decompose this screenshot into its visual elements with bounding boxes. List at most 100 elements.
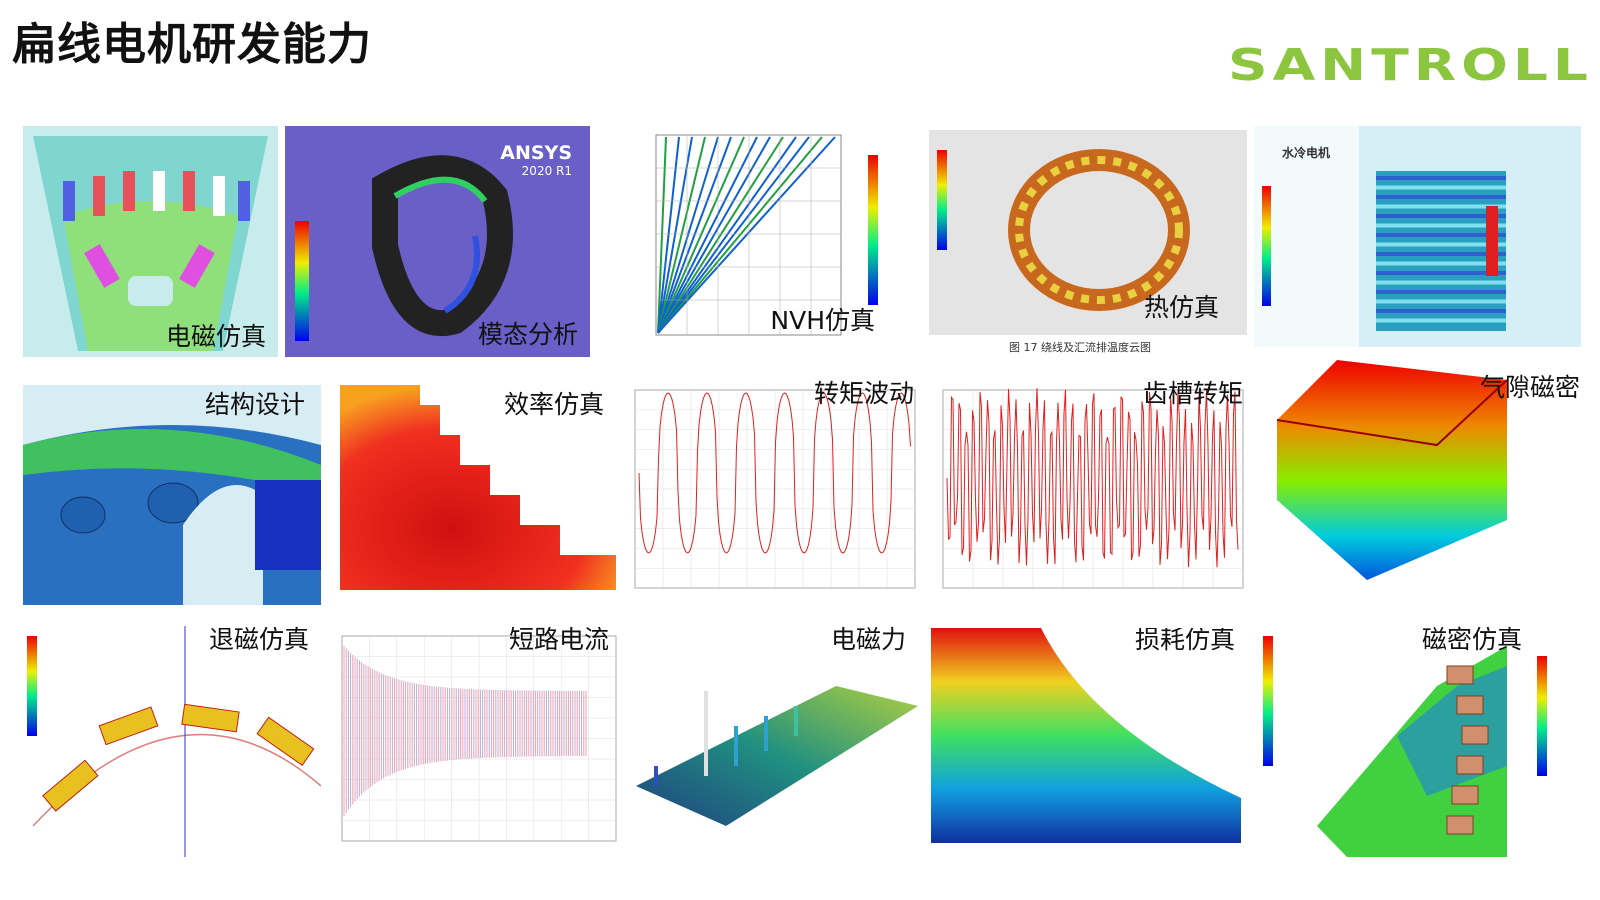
airgap-image: [1276, 360, 1508, 580]
decoration: [657, 136, 836, 334]
tile: 电磁力: [636, 626, 918, 857]
decoration: [1263, 636, 1273, 766]
decoration: [60, 496, 106, 534]
tile-label: 转矩波动: [813, 379, 914, 408]
decoration: [1376, 185, 1506, 190]
decoration: [1376, 242, 1506, 247]
decoration: [179, 244, 215, 288]
short-circuit-image: [341, 635, 617, 842]
slide-title: 扁线电机研发能力: [12, 19, 372, 70]
decoration: [1376, 223, 1506, 228]
em-image: [33, 136, 268, 351]
decoration: [1376, 280, 1506, 285]
tile-label: 热仿真: [1143, 293, 1219, 322]
decoration: [1254, 126, 1359, 347]
decoration: [657, 136, 771, 334]
decoration: [654, 691, 798, 786]
decoration: [1376, 233, 1506, 237]
decoration: [937, 150, 947, 250]
demag-image: [27, 626, 321, 857]
tile: 转矩波动: [621, 378, 918, 603]
tile: 短路电流: [330, 626, 621, 857]
decoration: [1446, 665, 1489, 835]
tile-label: 短路电流: [508, 626, 609, 654]
decoration: [238, 181, 250, 221]
decoration: [1376, 261, 1506, 266]
decoration: [657, 136, 823, 334]
decoration: [181, 703, 240, 733]
decoration: [946, 388, 1239, 568]
decoration: [372, 155, 513, 337]
tile: 气隙磁密: [1267, 350, 1580, 590]
decoration: [98, 706, 159, 746]
decoration: [657, 136, 693, 334]
tile-label: 气隙磁密: [1479, 373, 1580, 402]
decoration: [1461, 725, 1489, 745]
decoration: [153, 171, 225, 216]
decoration: [1376, 252, 1506, 256]
decoration: [636, 686, 918, 826]
decoration: [1376, 214, 1506, 218]
decoration: [657, 136, 719, 334]
decoration: [147, 482, 199, 524]
decoration: [63, 181, 75, 221]
tile: NVH仿真: [626, 130, 903, 359]
tile: 磁密仿真: [1257, 626, 1570, 857]
tile: 效率仿真: [330, 385, 616, 605]
decoration: [1451, 785, 1479, 805]
decoration: [657, 136, 758, 334]
decoration: [213, 176, 225, 216]
decoration: [1537, 656, 1547, 776]
decoration: [1376, 204, 1506, 209]
logo: SANTROLL: [1228, 40, 1593, 91]
cogging-torque-image: [942, 388, 1244, 589]
decoration: [1456, 755, 1484, 775]
water-cooling-image: [1254, 126, 1506, 347]
decoration: [63, 181, 250, 221]
decoration: [1277, 360, 1507, 580]
efficiency-image: [340, 385, 616, 590]
version: 2020 R1: [521, 164, 572, 178]
tile-label: 损耗仿真: [1134, 628, 1235, 654]
decoration: [256, 716, 315, 766]
decoration: [1486, 206, 1498, 276]
decoration: [657, 136, 667, 334]
decoration: [1376, 176, 1506, 180]
decoration: [1376, 309, 1506, 313]
flux-density-image: [1263, 636, 1547, 857]
decoration: [1446, 665, 1474, 685]
tile-label: 效率仿真: [503, 390, 604, 419]
decoration: [23, 385, 321, 445]
tile-label: 模态分析: [477, 320, 578, 349]
decoration: [657, 136, 784, 334]
tile-label: 齿槽转矩: [1142, 379, 1243, 408]
decoration: [27, 636, 37, 736]
tile: 结构设计: [23, 385, 321, 605]
decoration: [153, 171, 165, 211]
decoration: [93, 176, 105, 216]
decoration: [657, 136, 706, 334]
decoration: [42, 703, 315, 812]
decoration: [638, 392, 911, 554]
modal-image: [295, 155, 513, 341]
decoration: [1376, 271, 1506, 275]
tile: ANSYS 2020 R1 模态分析: [285, 126, 590, 357]
tile: 退磁仿真: [23, 626, 321, 857]
decoration: [295, 221, 309, 341]
decoration: [931, 628, 1241, 798]
decoration: [340, 385, 616, 590]
decoration: [393, 176, 488, 203]
decoration: [183, 485, 263, 605]
decoration: [1015, 156, 1183, 304]
tile: 电磁仿真: [23, 126, 278, 357]
decoration: [868, 155, 878, 305]
tile-label: 磁密仿真: [1421, 626, 1522, 654]
structure-image: [23, 385, 321, 605]
decoration: [1276, 379, 1508, 447]
decoration: [1456, 695, 1484, 715]
em-force-image: [636, 686, 918, 826]
decoration: [443, 235, 480, 314]
caption: 图 17 绕线及汇流排温度云图: [1009, 341, 1151, 354]
decoration: [657, 136, 680, 334]
decoration: [1376, 195, 1506, 199]
